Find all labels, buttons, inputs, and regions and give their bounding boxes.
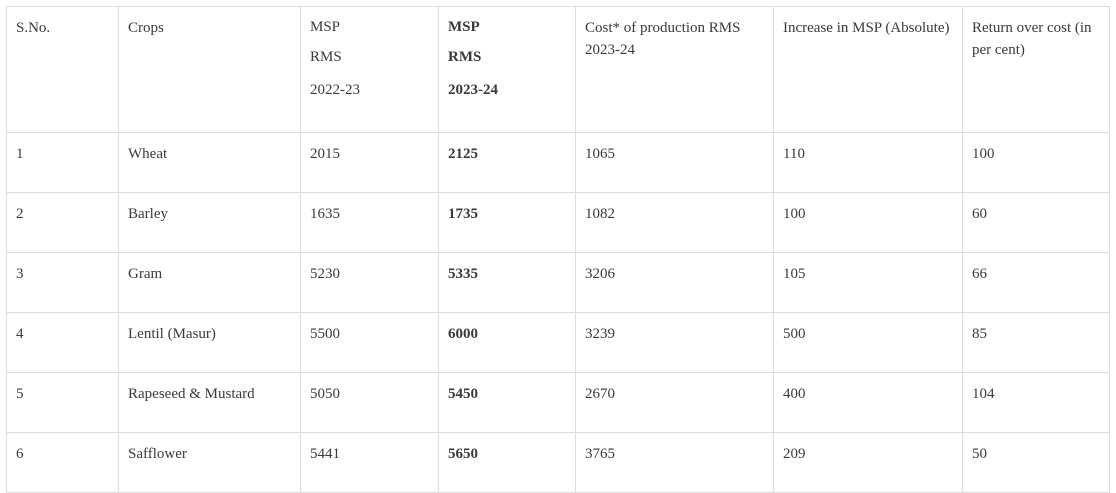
table-row: 4 Lentil (Masur) 5500 6000 3239 500 85 bbox=[6, 312, 1110, 373]
table-row: 3 Gram 5230 5335 3206 105 66 bbox=[6, 252, 1110, 313]
cell-msp-2023-24: 6000 bbox=[438, 312, 576, 373]
cell-msp-2023-24: 5450 bbox=[438, 372, 576, 433]
cell-cost: 2670 bbox=[575, 372, 774, 433]
header-msp-2023-24-line-1: MSP bbox=[448, 19, 480, 35]
cell-msp-2023-24: 2125 bbox=[438, 132, 576, 193]
cell-msp-2023-24: 5650 bbox=[438, 432, 576, 493]
header-msp-2022-23: MSP RMS 2022-23 bbox=[300, 6, 439, 133]
header-msp-2022-23-line-3: 2022-23 bbox=[310, 82, 360, 98]
cell-crop: Rapeseed & Mustard bbox=[118, 372, 301, 433]
cell-msp-2022-23: 5441 bbox=[300, 432, 439, 493]
cell-cost: 1065 bbox=[575, 132, 774, 193]
header-sno: S.No. bbox=[6, 6, 119, 133]
cell-return: 85 bbox=[962, 312, 1110, 373]
header-msp-2023-24: MSP RMS 2023-24 bbox=[438, 6, 576, 133]
cell-increase: 500 bbox=[773, 312, 963, 373]
cell-sno: 1 bbox=[6, 132, 119, 193]
header-crops: Crops bbox=[118, 6, 301, 133]
cell-cost: 3765 bbox=[575, 432, 774, 493]
table-row: 5 Rapeseed & Mustard 5050 5450 2670 400 … bbox=[6, 372, 1110, 433]
cell-crop: Barley bbox=[118, 192, 301, 253]
cell-sno: 6 bbox=[6, 432, 119, 493]
header-msp-2023-24-line-2: RMS bbox=[448, 49, 482, 65]
cell-cost: 1082 bbox=[575, 192, 774, 253]
msp-table: S.No. Crops MSP RMS 2022-23 MSP RMS 2023… bbox=[6, 6, 1110, 493]
cell-increase: 110 bbox=[773, 132, 963, 193]
header-increase-in-msp: Increase in MSP (Absolute) bbox=[773, 6, 963, 133]
cell-crop: Wheat bbox=[118, 132, 301, 193]
cell-msp-2022-23: 1635 bbox=[300, 192, 439, 253]
cell-msp-2022-23: 5050 bbox=[300, 372, 439, 433]
cell-cost: 3239 bbox=[575, 312, 774, 373]
table-header-row: S.No. Crops MSP RMS 2022-23 MSP RMS 2023… bbox=[6, 6, 1110, 133]
cell-crop: Safflower bbox=[118, 432, 301, 493]
cell-increase: 105 bbox=[773, 252, 963, 313]
cell-return: 60 bbox=[962, 192, 1110, 253]
cell-sno: 3 bbox=[6, 252, 119, 313]
cell-sno: 2 bbox=[6, 192, 119, 253]
cell-msp-2023-24: 1735 bbox=[438, 192, 576, 253]
cell-msp-2023-24: 5335 bbox=[438, 252, 576, 313]
cell-return: 104 bbox=[962, 372, 1110, 433]
cell-sno: 5 bbox=[6, 372, 119, 433]
cell-return: 50 bbox=[962, 432, 1110, 493]
header-return-over-cost: Return over cost (in per cent) bbox=[962, 6, 1110, 133]
table-row: 2 Barley 1635 1735 1082 100 60 bbox=[6, 192, 1110, 253]
cell-return: 100 bbox=[962, 132, 1110, 193]
cell-increase: 400 bbox=[773, 372, 963, 433]
cell-cost: 3206 bbox=[575, 252, 774, 313]
header-msp-2022-23-line-2: RMS bbox=[310, 49, 342, 65]
cell-return: 66 bbox=[962, 252, 1110, 313]
cell-crop: Gram bbox=[118, 252, 301, 313]
table-row: 6 Safflower 5441 5650 3765 209 50 bbox=[6, 432, 1110, 493]
cell-msp-2022-23: 2015 bbox=[300, 132, 439, 193]
header-msp-2022-23-line-1: MSP bbox=[310, 19, 341, 35]
cell-msp-2022-23: 5500 bbox=[300, 312, 439, 373]
table-row: 1 Wheat 2015 2125 1065 110 100 bbox=[6, 132, 1110, 193]
cell-increase: 100 bbox=[773, 192, 963, 253]
header-msp-2023-24-line-3: 2023-24 bbox=[448, 82, 498, 98]
cell-increase: 209 bbox=[773, 432, 963, 493]
header-cost-of-production: Cost* of production RMS 2023-24 bbox=[575, 6, 774, 133]
cell-sno: 4 bbox=[6, 312, 119, 373]
cell-msp-2022-23: 5230 bbox=[300, 252, 439, 313]
cell-crop: Lentil (Masur) bbox=[118, 312, 301, 373]
